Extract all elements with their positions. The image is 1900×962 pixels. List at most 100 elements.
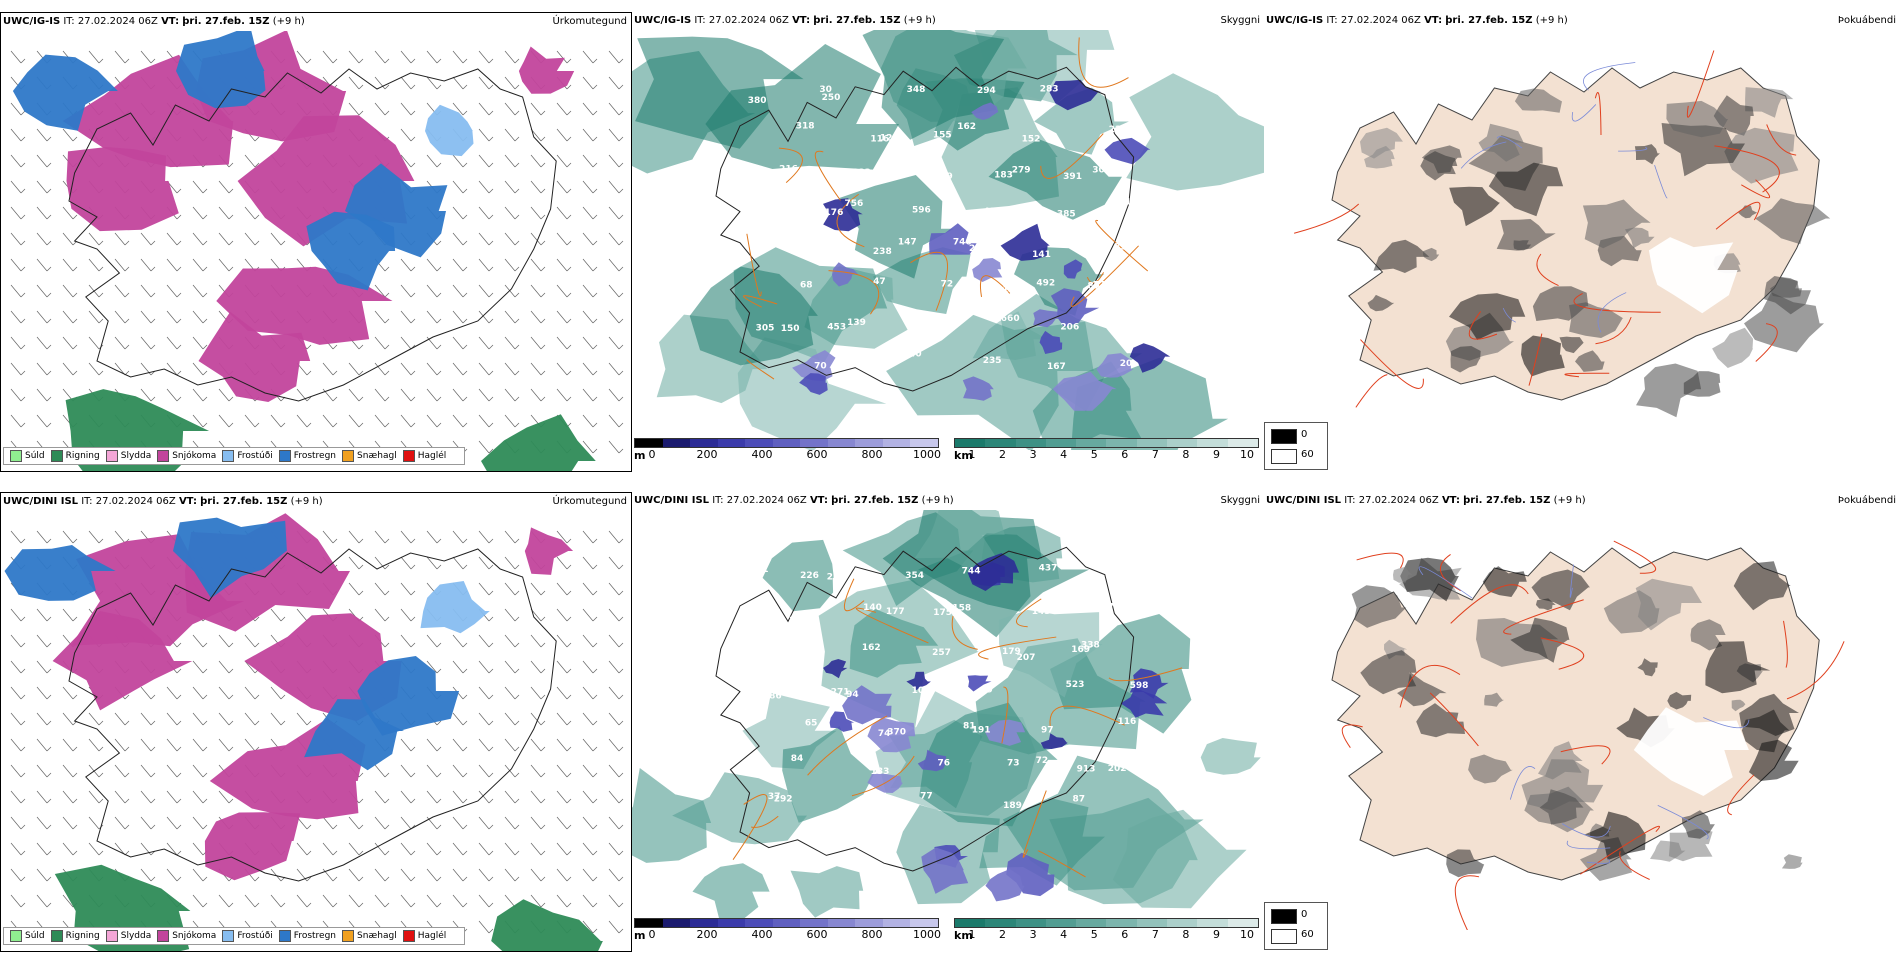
- wind-barb: [530, 128, 546, 142]
- wind-barb: [10, 790, 26, 804]
- wind-barb: [608, 362, 624, 376]
- ceiling-value-label: 256: [1110, 86, 1129, 96]
- fog-index-area: [1661, 123, 1745, 177]
- colorbar-tick-label: 400: [751, 448, 773, 461]
- wind-barb: [36, 206, 52, 220]
- wind-barb: [452, 868, 468, 882]
- visibility-area: [914, 510, 1005, 571]
- wind-barb: [478, 310, 494, 324]
- ceiling-value-label: 147: [898, 238, 917, 248]
- wind-barb: [530, 180, 546, 194]
- wind-barb: [530, 764, 546, 778]
- wind-barb: [218, 258, 234, 272]
- ceiling-value-label: 523: [1066, 680, 1085, 690]
- wind-barb: [374, 894, 390, 908]
- wind-barb: [400, 582, 416, 596]
- visibility-area: [1112, 809, 1247, 909]
- road-line: [1399, 665, 1461, 708]
- colorbar-strip: [634, 918, 939, 928]
- wind-barb: [374, 816, 390, 830]
- wind-barb: [426, 842, 442, 856]
- wind-barb: [36, 388, 52, 402]
- wind-barb: [62, 530, 78, 544]
- road-line: [1108, 667, 1183, 682]
- precip-area: [491, 899, 603, 951]
- ceiling-value-label: 81: [963, 722, 976, 732]
- wind-barb: [218, 232, 234, 246]
- colorbar-step: [855, 919, 883, 927]
- ceiling-value-label: 51: [1094, 281, 1107, 291]
- wind-barb: [36, 634, 52, 648]
- fog-index-area: [1634, 144, 1660, 165]
- wind-barb: [348, 530, 364, 544]
- ceiling-value-label: 150: [781, 324, 800, 334]
- ceiling-value-label: 183: [994, 170, 1013, 180]
- wind-barb: [504, 102, 520, 116]
- colorbar-step: [635, 439, 663, 447]
- road-line: [1016, 598, 1042, 628]
- wind-barb: [374, 842, 390, 856]
- colorbar-step: [1106, 439, 1137, 447]
- wind-barb: [556, 764, 572, 778]
- fog-index-area: [1416, 703, 1465, 738]
- ceiling-value-label: 207: [1017, 653, 1036, 663]
- wind-barb: [10, 842, 26, 856]
- wind-barb: [530, 842, 546, 856]
- wind-barb: [504, 232, 520, 246]
- colorbar-step: [717, 439, 746, 447]
- wind-barb: [166, 868, 182, 882]
- wind-barb: [10, 128, 26, 142]
- precip-area: [357, 656, 460, 736]
- road-line: [910, 251, 948, 311]
- wind-barb: [608, 634, 624, 648]
- wind-barb: [88, 232, 104, 246]
- wind-barb: [140, 232, 156, 246]
- wind-barb: [504, 634, 520, 648]
- ceiling-value-label: 141: [1032, 250, 1051, 260]
- wind-barb: [400, 764, 416, 778]
- road-line: [851, 755, 915, 797]
- colorbar-tick-label: 200: [696, 928, 718, 941]
- cloud-ceiling-area: [967, 675, 992, 692]
- wind-barb: [192, 712, 208, 726]
- fog-index-area: [1510, 617, 1570, 663]
- ceiling-value-label: 139: [847, 318, 866, 328]
- wind-barb: [426, 868, 442, 882]
- colorbar-step: [955, 919, 986, 927]
- wind-barb: [400, 868, 416, 882]
- wind-barb: [608, 310, 624, 324]
- wind-barb: [556, 128, 572, 142]
- road-line: [1573, 293, 1661, 313]
- wind-barb: [296, 712, 312, 726]
- ceiling-value-label: 312: [1120, 565, 1139, 575]
- visibility-area: [838, 175, 954, 279]
- wind-barb: [608, 440, 624, 454]
- road-line: [732, 794, 768, 860]
- wind-barb: [478, 556, 494, 570]
- river-line: [1571, 104, 1597, 122]
- legend-label: Haglél: [417, 451, 447, 461]
- ceiling-value-label: 87: [1087, 282, 1100, 292]
- wind-barb: [556, 738, 572, 752]
- road-line: [1078, 37, 1129, 88]
- wind-barb: [62, 790, 78, 804]
- wind-barb: [62, 336, 78, 350]
- legend-swatch: [105, 930, 118, 942]
- legend-item: Rigning: [50, 450, 100, 462]
- wind-barb: [478, 388, 494, 402]
- wind-barb: [10, 712, 26, 726]
- wind-barb: [582, 440, 598, 454]
- wind-barb: [114, 816, 130, 830]
- wind-barb: [452, 388, 468, 402]
- wind-barb: [478, 362, 494, 376]
- fog-index-area: [1733, 561, 1791, 611]
- wind-barb: [322, 414, 338, 428]
- wind-barb: [10, 102, 26, 116]
- visibility-area: [705, 44, 899, 170]
- wind-barb: [374, 50, 390, 64]
- visibility-panel: UWC/DINI ISL IT: 27.02.2024 06Z VT: þri.…: [632, 492, 1264, 952]
- legend-label: Slydda: [120, 931, 152, 941]
- ceiling-value-label: 20: [1120, 359, 1133, 369]
- colorbar-labels: 1 2 3 4 5 6 7 8 9 10: [954, 928, 1259, 942]
- ceiling-value-label: 119: [926, 321, 945, 331]
